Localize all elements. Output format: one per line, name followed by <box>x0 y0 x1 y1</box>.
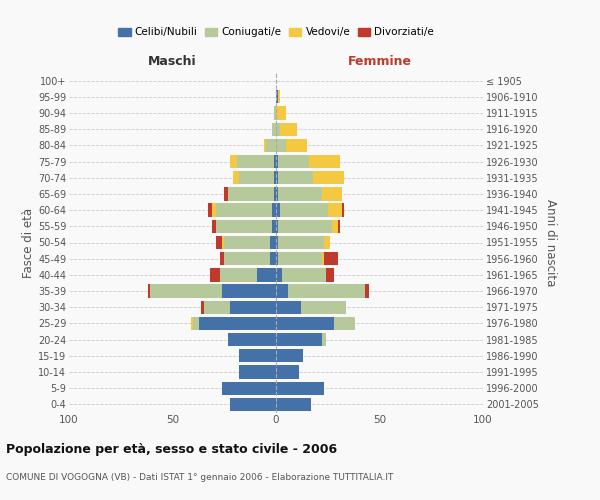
Bar <box>222 236 224 249</box>
Text: Femmine: Femmine <box>347 54 412 68</box>
Bar <box>203 300 230 314</box>
Bar <box>193 317 199 330</box>
Bar <box>338 220 340 233</box>
Bar <box>220 252 224 266</box>
Bar <box>216 236 222 249</box>
Bar <box>276 106 286 120</box>
Y-axis label: Fasce di età: Fasce di età <box>22 208 35 278</box>
Bar <box>222 382 276 395</box>
Bar <box>216 220 272 233</box>
Bar <box>313 171 344 184</box>
Bar <box>322 188 342 200</box>
Bar <box>274 155 276 168</box>
Bar <box>270 236 276 249</box>
Bar <box>309 155 340 168</box>
Bar <box>266 138 276 152</box>
Bar <box>278 252 322 266</box>
Bar <box>276 333 322 346</box>
Bar <box>233 171 239 184</box>
Bar <box>334 317 355 330</box>
Bar <box>239 349 276 362</box>
Bar <box>270 252 276 266</box>
Bar <box>365 284 369 298</box>
Bar <box>257 268 276 281</box>
Bar <box>224 236 270 249</box>
Bar <box>222 284 276 298</box>
Bar <box>278 90 280 104</box>
Bar <box>276 317 334 330</box>
Bar <box>212 220 216 233</box>
Bar <box>332 220 338 233</box>
Bar <box>276 204 280 217</box>
Bar <box>280 204 328 217</box>
Bar <box>229 333 276 346</box>
Bar <box>280 122 296 136</box>
Bar <box>276 188 278 200</box>
Bar <box>276 90 278 104</box>
Bar <box>276 252 278 266</box>
Bar <box>276 268 282 281</box>
Bar <box>202 300 203 314</box>
Bar <box>322 333 326 346</box>
Bar <box>230 155 236 168</box>
Bar <box>276 349 303 362</box>
Bar <box>278 220 332 233</box>
Bar <box>216 204 272 217</box>
Bar <box>328 204 342 217</box>
Bar <box>208 204 212 217</box>
Bar <box>191 317 193 330</box>
Bar <box>286 138 307 152</box>
Legend: Celibi/Nubili, Coniugati/e, Vedovi/e, Divorziati/e: Celibi/Nubili, Coniugati/e, Vedovi/e, Di… <box>114 24 438 42</box>
Bar <box>323 252 338 266</box>
Bar <box>322 252 323 266</box>
Bar <box>272 204 276 217</box>
Bar <box>274 188 276 200</box>
Bar <box>276 122 280 136</box>
Bar <box>230 300 276 314</box>
Text: COMUNE DI VOGOGNA (VB) - Dati ISTAT 1° gennaio 2006 - Elaborazione TUTTITALIA.IT: COMUNE DI VOGOGNA (VB) - Dati ISTAT 1° g… <box>6 472 394 482</box>
Bar <box>278 236 323 249</box>
Bar <box>212 204 216 217</box>
Bar <box>220 268 257 281</box>
Bar <box>276 398 311 411</box>
Bar <box>239 171 274 184</box>
Bar <box>236 155 274 168</box>
Bar <box>323 236 330 249</box>
Y-axis label: Anni di nascita: Anni di nascita <box>544 199 557 286</box>
Bar <box>150 284 222 298</box>
Bar <box>276 284 289 298</box>
Bar <box>230 398 276 411</box>
Bar <box>276 220 278 233</box>
Bar <box>342 204 344 217</box>
Bar <box>278 188 322 200</box>
Bar <box>282 268 326 281</box>
Bar <box>326 268 334 281</box>
Bar <box>272 220 276 233</box>
Bar <box>210 268 220 281</box>
Bar <box>239 366 276 378</box>
Bar <box>224 188 229 200</box>
Bar <box>276 366 299 378</box>
Bar <box>276 171 278 184</box>
Bar <box>224 252 270 266</box>
Bar <box>276 138 286 152</box>
Text: Maschi: Maschi <box>148 54 197 68</box>
Bar <box>229 188 274 200</box>
Bar <box>301 300 346 314</box>
Bar <box>278 155 309 168</box>
Bar <box>278 171 313 184</box>
Bar <box>263 138 266 152</box>
Bar <box>276 382 323 395</box>
Bar <box>199 317 276 330</box>
Bar <box>148 284 150 298</box>
Bar <box>274 106 276 120</box>
Bar <box>276 155 278 168</box>
Bar <box>276 236 278 249</box>
Text: Popolazione per età, sesso e stato civile - 2006: Popolazione per età, sesso e stato civil… <box>6 442 337 456</box>
Bar <box>289 284 365 298</box>
Bar <box>276 300 301 314</box>
Bar <box>274 171 276 184</box>
Bar <box>272 122 276 136</box>
